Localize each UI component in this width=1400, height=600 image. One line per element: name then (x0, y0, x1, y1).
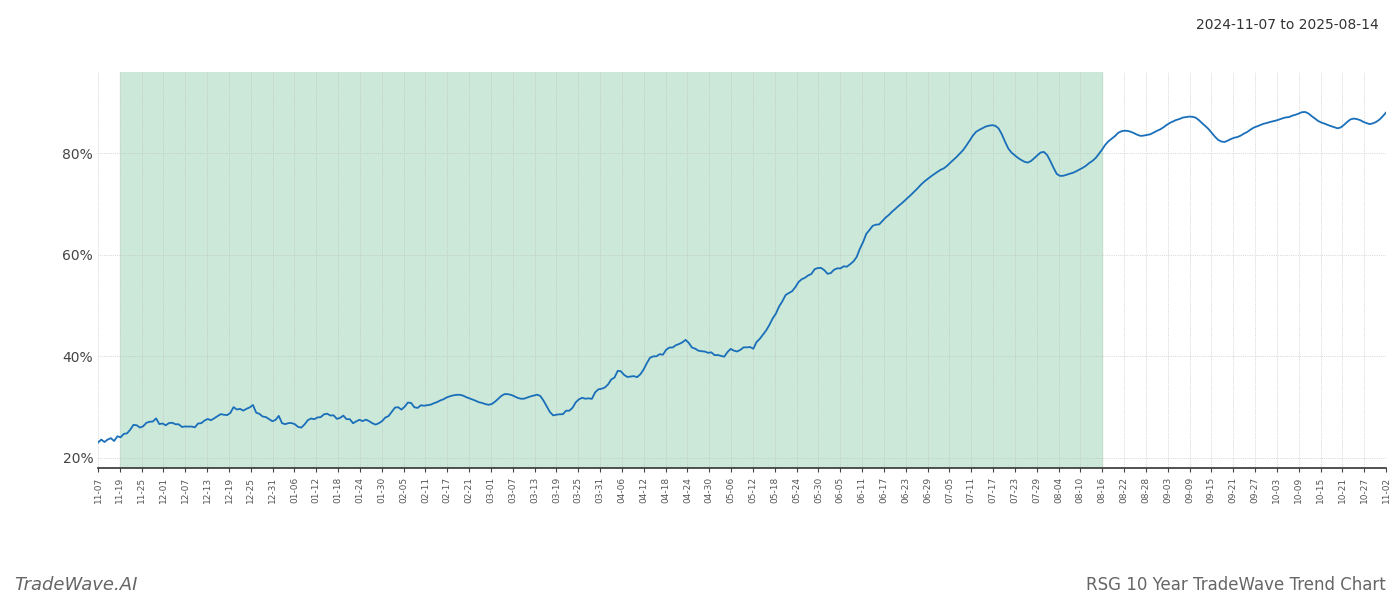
Text: 2024-11-07 to 2025-08-14: 2024-11-07 to 2025-08-14 (1196, 18, 1379, 32)
Text: RSG 10 Year TradeWave Trend Chart: RSG 10 Year TradeWave Trend Chart (1086, 576, 1386, 594)
Text: TradeWave.AI: TradeWave.AI (14, 576, 137, 594)
Bar (120, 72, 1102, 468)
